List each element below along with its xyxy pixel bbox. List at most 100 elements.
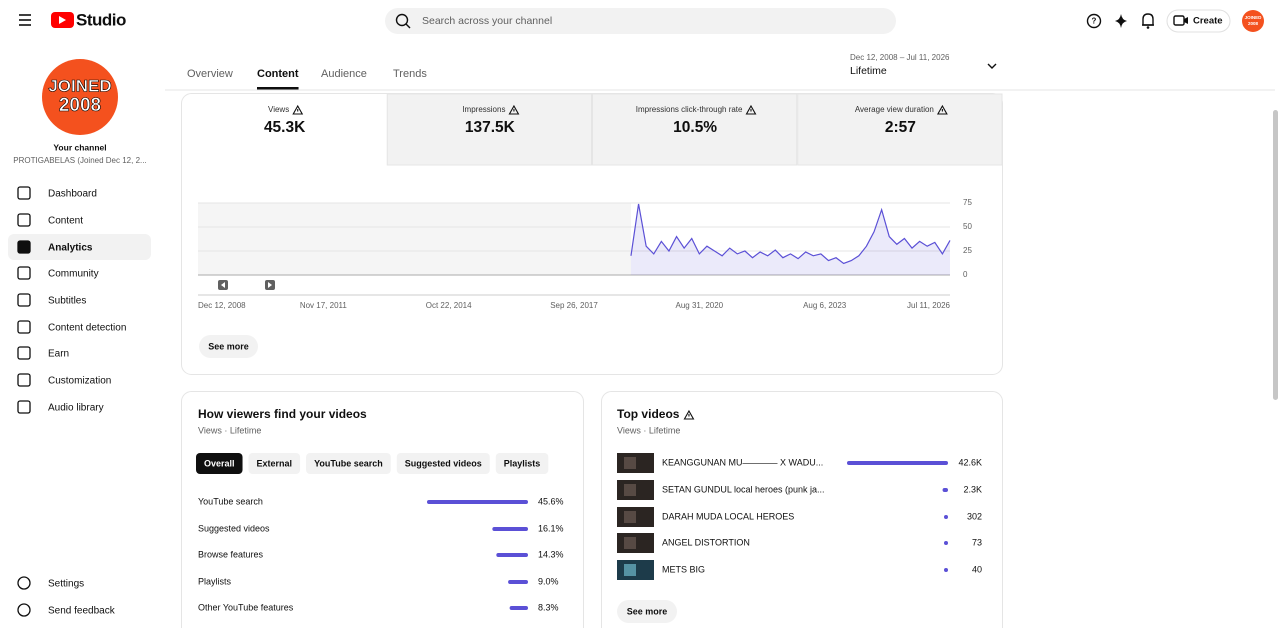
nav-label[interactable]: Content: [48, 216, 83, 227]
traffic-title: How viewers find your videos: [198, 407, 367, 421]
tab[interactable]: Content: [257, 68, 299, 80]
notifications-button[interactable]: [1142, 13, 1154, 29]
chip-label: External: [257, 458, 293, 468]
channel-name: PROTIGABELAS (Joined Dec 12, 2...: [13, 156, 146, 165]
traffic-bar: [427, 500, 528, 504]
video-views: 73: [972, 537, 982, 547]
see-more-button[interactable]: [617, 600, 677, 623]
nav-label[interactable]: Earn: [48, 349, 69, 360]
logo[interactable]: Studio: [51, 10, 126, 29]
badge-text: JOINED: [48, 76, 111, 95]
see-more-button[interactable]: [199, 335, 258, 358]
filter-chip[interactable]: [396, 453, 490, 474]
create-button[interactable]: Create: [1166, 9, 1231, 33]
traffic-bar: [496, 553, 528, 557]
metric-label: Impressions: [462, 105, 505, 114]
nav-icon: [17, 400, 31, 414]
nav-label[interactable]: Content detection: [48, 323, 126, 334]
video-views: 40: [972, 564, 982, 574]
thumbnail-detail: [624, 457, 636, 469]
nav-label[interactable]: Subtitles: [48, 296, 86, 307]
tab[interactable]: Overview: [187, 68, 233, 80]
warning-icon: [292, 104, 304, 115]
account-avatar[interactable]: JOINED 2008: [1242, 10, 1264, 32]
video-title[interactable]: SETAN GUNDUL local heroes (punk ja...: [662, 484, 825, 494]
video-title[interactable]: KEANGGUNAN MU––––––– X WADU...: [662, 457, 823, 467]
arrow: [268, 282, 272, 288]
traffic-bar: [509, 606, 528, 610]
filter-chip[interactable]: [306, 453, 391, 474]
traffic-label: Playlists: [198, 576, 232, 586]
x-tick-label: Nov 17, 2011: [300, 301, 348, 310]
chip-label: Playlists: [504, 458, 541, 468]
avatar-text: JOINED: [1245, 15, 1263, 20]
nav-label[interactable]: Dashboard: [48, 189, 97, 200]
footer-link[interactable]: Settings: [48, 579, 84, 590]
ai-button[interactable]: [1115, 14, 1127, 28]
x-tick-label: Aug 6, 2023: [803, 301, 847, 310]
metric-tab-bg[interactable]: [797, 93, 1003, 166]
tab[interactable]: Trends: [393, 68, 427, 80]
metric-value: 2:57: [885, 119, 916, 136]
help-button[interactable]: ?: [1086, 13, 1102, 29]
date-range-picker[interactable]: Dec 12, 2008 – Jul 11, 2026 Lifetime: [850, 53, 997, 77]
see-more-label: See more: [627, 606, 668, 616]
video-title[interactable]: METS BIG: [662, 564, 705, 574]
traffic-value: 8.3%: [538, 602, 559, 612]
nav-label[interactable]: Analytics: [48, 243, 93, 254]
video-title[interactable]: ANGEL DISTORTION: [662, 537, 750, 547]
metric-value: 137.5K: [465, 119, 516, 136]
video-bar: [944, 515, 948, 519]
chip-label: YouTube search: [314, 458, 383, 468]
filter-chip[interactable]: [196, 453, 243, 474]
nav-selected: [8, 234, 151, 260]
x-tick-label: Aug 31, 2020: [676, 301, 724, 310]
y-tick-label: 50: [963, 222, 972, 231]
line-area: [630, 203, 950, 275]
y-tick-label: 25: [963, 246, 972, 255]
footer-link[interactable]: Send feedback: [48, 606, 116, 617]
scrollbar-thumb[interactable]: [1273, 110, 1278, 400]
badge-text: 2008: [59, 95, 101, 116]
metric-tab-bg[interactable]: [386, 93, 592, 166]
nav-label[interactable]: Community: [48, 269, 99, 280]
tab[interactable]: Audience: [321, 68, 367, 80]
metric-label: Impressions click-through rate: [636, 105, 743, 114]
video-views: 2.3K: [963, 484, 982, 494]
nav-label[interactable]: Audio library: [48, 403, 104, 414]
nav-icon: [17, 293, 31, 307]
logo-text: Studio: [76, 10, 126, 29]
traffic-value: 16.1%: [538, 523, 564, 533]
nav-icon: [17, 186, 31, 200]
warning-icon: [683, 409, 695, 420]
traffic-label: Suggested videos: [198, 523, 270, 533]
traffic-subtitle: Views · Lifetime: [198, 425, 261, 435]
video-title[interactable]: DARAH MUDA LOCAL HEROES: [662, 511, 794, 521]
nav-icon: [17, 320, 31, 334]
traffic-bar: [492, 527, 528, 531]
traffic-value: 45.6%: [538, 496, 564, 506]
video-bar: [847, 461, 948, 465]
traffic-bar: [508, 580, 528, 584]
your-channel: Your channel: [53, 142, 106, 152]
video-bar: [944, 568, 948, 572]
nav-label[interactable]: Customization: [48, 376, 111, 387]
menu-button[interactable]: [19, 14, 31, 26]
line: [630, 203, 951, 265]
filter-chip[interactable]: [248, 453, 301, 474]
channel-avatar[interactable]: JOINED 2008: [42, 59, 118, 135]
traffic-label: YouTube search: [198, 496, 263, 506]
metric-tab-bg[interactable]: [592, 93, 798, 166]
arrow: [221, 282, 225, 288]
video-bar: [944, 541, 948, 545]
thumbnail-detail: [624, 537, 636, 549]
nav-icon: [17, 373, 31, 387]
avatar-text: 2008: [1248, 21, 1259, 26]
top-videos-subtitle: Views · Lifetime: [617, 425, 680, 435]
warning-icon: [936, 104, 948, 115]
filter-chip[interactable]: [495, 453, 549, 474]
search-box[interactable]: Search across your channel: [385, 8, 896, 34]
top-videos-title: Top videos: [617, 407, 680, 421]
y-tick-label: 0: [963, 270, 968, 279]
